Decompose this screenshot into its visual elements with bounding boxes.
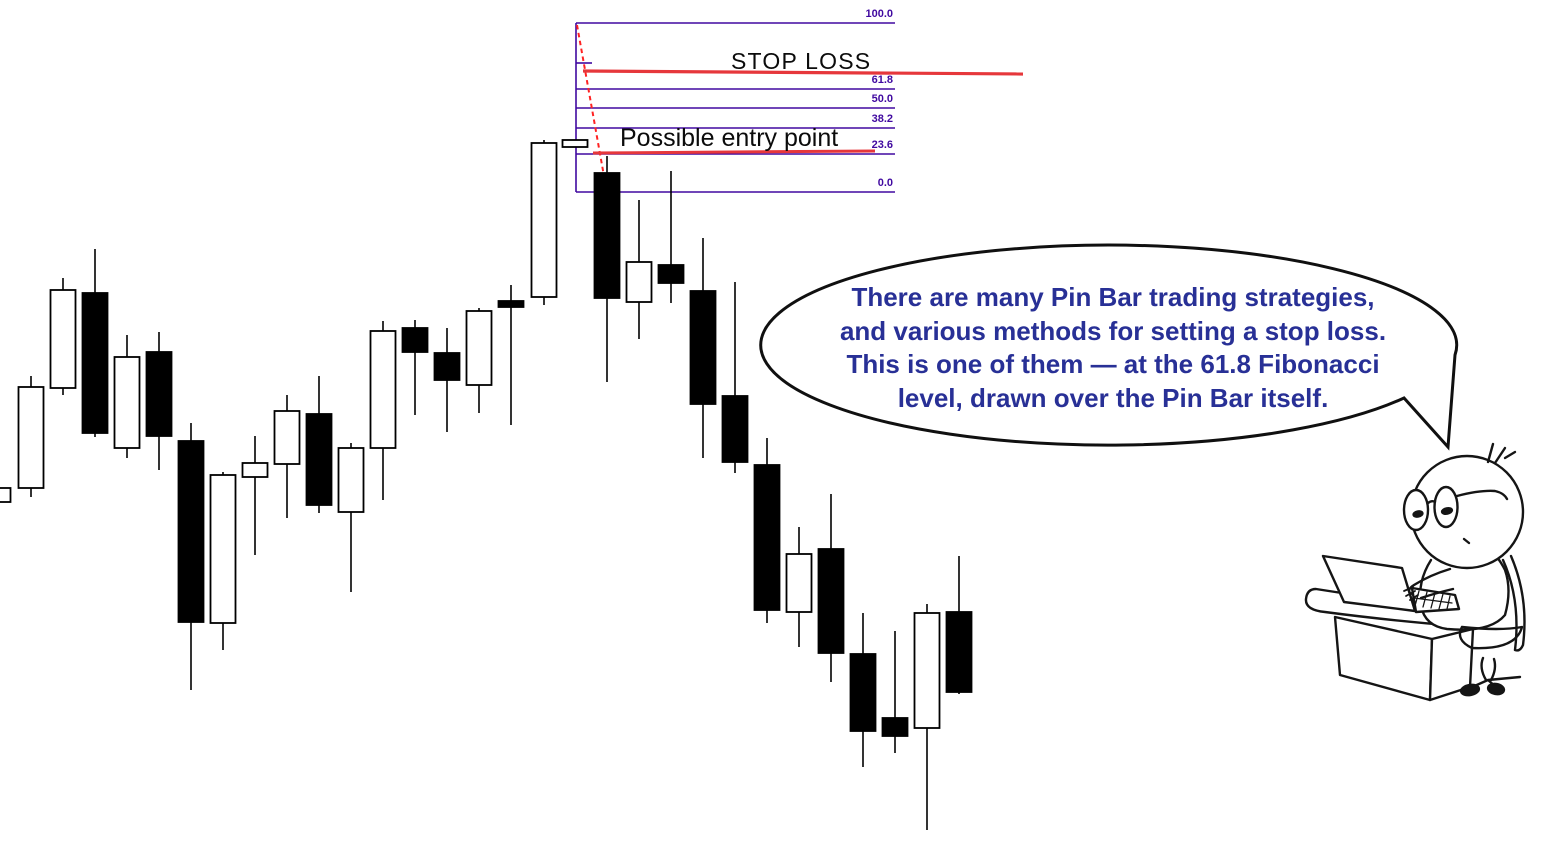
glasses-bridge (1426, 500, 1437, 505)
candle-body-bearish (817, 548, 845, 654)
candle-body-bearish (657, 264, 685, 284)
candle-body-bearish (881, 717, 909, 737)
chair-wheel (1486, 682, 1506, 696)
candle-body-bullish (561, 139, 589, 148)
fib-diagonal-dashed-line (576, 24, 608, 194)
candle-body-bearish (849, 653, 877, 732)
entry-point-line (592, 149, 876, 155)
candle-body-bearish (721, 395, 749, 463)
bubble-line: This is one of them — at the 61.8 Fibona… (846, 349, 1380, 379)
candle-body-bearish (305, 413, 333, 506)
glasses-left-lens (1402, 488, 1430, 532)
candle-body-bearish (497, 300, 525, 308)
candle-body-bullish (209, 474, 237, 624)
glasses-temple-arm (1455, 489, 1509, 501)
candle-body-bearish (753, 464, 781, 611)
candle-body-bullish (17, 386, 45, 489)
mouth (1462, 537, 1471, 545)
arm (1407, 567, 1455, 600)
candle-body-bullish (913, 612, 941, 729)
candle-body-bullish (625, 261, 653, 303)
candle-body-bullish (241, 462, 269, 478)
stop-loss-line (582, 69, 1024, 76)
candle-body-bearish (433, 352, 461, 381)
keyboard-keys (1413, 590, 1453, 610)
candle-body-bullish (785, 553, 813, 613)
chair-back (1501, 554, 1526, 652)
cartoon-character (1304, 442, 1526, 702)
speech-bubble (759, 243, 1459, 451)
chair-post (1480, 656, 1497, 682)
desk (1333, 615, 1434, 702)
hair (1486, 442, 1517, 465)
candle-body-bullish (530, 142, 558, 298)
glasses-right-lens (1433, 485, 1459, 529)
bubble-line: There are many Pin Bar trading strategie… (851, 282, 1375, 312)
bubble-line: level, drawn over the Pin Bar itself. (897, 382, 1329, 413)
candle-body-bearish (145, 351, 173, 437)
candle-body-bullish (113, 356, 141, 449)
candle-body-bullish (49, 289, 77, 389)
candle-body-bearish (177, 440, 205, 623)
chair-seat (1458, 625, 1524, 650)
candle-body-bearish (593, 172, 621, 299)
candle-body-bearish (945, 611, 973, 693)
candle-body-bullish (0, 487, 12, 503)
candle-body-bearish (81, 292, 109, 434)
candle-body-bullish (337, 447, 365, 513)
chair-wheel (1459, 683, 1481, 697)
eye (1412, 510, 1424, 518)
speech-bubble-text: There are many Pin Bar trading strategie… (813, 281, 1413, 415)
candle-body-bullish (369, 330, 397, 449)
candle-body-bearish (401, 327, 429, 353)
candle-body-bullish (465, 310, 493, 386)
eye (1440, 507, 1454, 515)
candle-body-bullish (273, 410, 301, 465)
hand-fingers (1403, 586, 1419, 601)
bubble-line: and various methods for setting a stop l… (839, 315, 1387, 346)
candle-body-bearish (689, 290, 717, 405)
